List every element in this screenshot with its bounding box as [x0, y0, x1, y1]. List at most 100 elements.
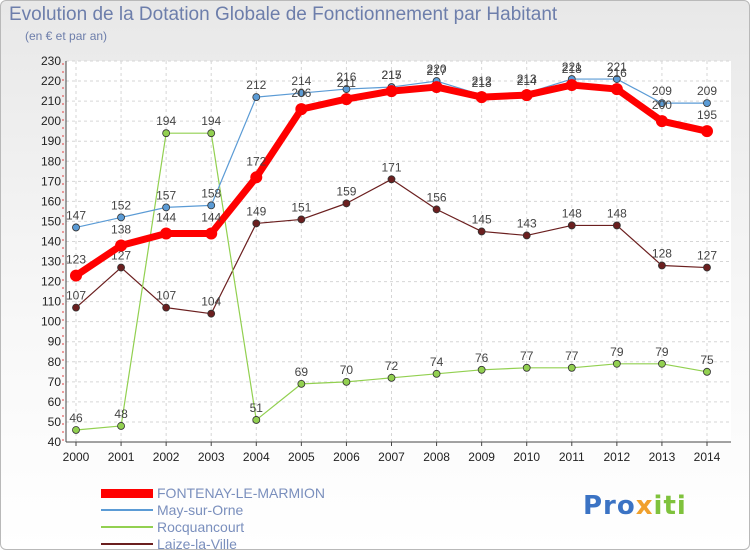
point-may-sur-orne-2002: [162, 203, 171, 212]
point-laize-la-ville-2007: [387, 175, 396, 184]
point-rocquancourt-2006: [342, 377, 351, 386]
point-rocquancourt-2009: [477, 365, 486, 374]
data-label-laize-la-ville-2004: 149: [246, 204, 266, 218]
data-label-may-sur-orne-2003: 158: [201, 186, 221, 200]
y-tick-label-170: 170: [41, 174, 61, 188]
legend-swatch-rocquancourt: [101, 526, 153, 528]
data-label-fontenay-le-marmion-2005: 206: [291, 86, 311, 100]
data-label-rocquancourt-2014: 75: [700, 353, 714, 367]
logo-part-3: iti: [653, 491, 687, 521]
point-fontenay-le-marmion-2003: [205, 227, 218, 240]
data-label-may-sur-orne-2014: 209: [697, 84, 717, 98]
data-label-fontenay-le-marmion-2003: 144: [201, 210, 221, 224]
data-label-laize-la-ville-2008: 156: [427, 190, 447, 204]
point-fontenay-le-marmion-2000: [70, 269, 82, 282]
legend-swatch-laize-la-ville: [101, 543, 153, 545]
y-tick-label-90: 90: [48, 335, 62, 349]
point-may-sur-orne-2006: [342, 85, 351, 93]
proxiti-logo: Proxiti: [583, 491, 687, 521]
point-fontenay-le-marmion-2013: [655, 115, 668, 128]
data-label-fontenay-le-marmion-2004: 172: [246, 154, 266, 168]
point-may-sur-orne-2004: [252, 93, 261, 101]
x-tick-label-2014: 2014: [694, 450, 721, 464]
point-rocquancourt-2004: [252, 416, 261, 424]
data-label-rocquancourt-2008: 74: [430, 355, 444, 369]
x-tick-label-2012: 2012: [604, 450, 631, 464]
y-tick-label-200: 200: [41, 114, 61, 128]
point-laize-la-ville-2014: [703, 263, 711, 272]
point-may-sur-orne-2003: [207, 201, 216, 210]
legend-label-fontenay-le-marmion: FONTENAY-LE-MARMION: [157, 485, 326, 501]
point-fontenay-le-marmion-2012: [610, 83, 623, 96]
data-label-rocquancourt-2012: 79: [610, 345, 624, 359]
point-may-sur-orne-2001: [117, 213, 125, 222]
data-label-rocquancourt-2009: 76: [475, 351, 489, 365]
data-label-fontenay-le-marmion-2013: 200: [652, 98, 672, 112]
x-tick-label-2009: 2009: [468, 450, 495, 464]
y-tick-label-100: 100: [41, 315, 61, 329]
data-label-fontenay-le-marmion-2008: 217: [427, 64, 447, 78]
data-label-laize-la-ville-2000: 107: [66, 289, 86, 303]
point-fontenay-le-marmion-2007: [385, 85, 398, 98]
y-tick-label-160: 160: [41, 194, 61, 208]
point-rocquancourt-2013: [658, 359, 666, 368]
y-tick-label-130: 130: [41, 255, 61, 269]
data-label-may-sur-orne-2011: 221: [562, 60, 582, 74]
chart-subtitle: (en € et par an): [25, 29, 108, 43]
legend-swatch-may-sur-orne: [101, 509, 153, 511]
y-tick-label-50: 50: [48, 415, 62, 429]
point-may-sur-orne-2000: [72, 223, 80, 232]
point-fontenay-le-marmion-2011: [565, 79, 578, 92]
point-fontenay-le-marmion-2006: [340, 93, 353, 106]
y-tick-label-40: 40: [48, 435, 62, 449]
x-tick-label-2011: 2011: [559, 450, 585, 464]
point-rocquancourt-2007: [387, 373, 396, 382]
y-tick-label-210: 210: [41, 94, 61, 108]
x-tick-label-2008: 2008: [423, 450, 450, 464]
x-tick-label-2003: 2003: [198, 450, 225, 464]
point-laize-la-ville-2006: [342, 199, 351, 208]
data-label-laize-la-ville-2010: 143: [517, 216, 537, 230]
data-label-may-sur-orne-2009: 213: [472, 76, 492, 90]
y-tick-label-150: 150: [41, 214, 61, 228]
point-may-sur-orne-2012: [612, 75, 621, 83]
data-label-rocquancourt-2005: 69: [295, 365, 309, 379]
point-laize-la-ville-2003: [207, 309, 216, 318]
point-laize-la-ville-2005: [297, 215, 306, 224]
point-laize-la-ville-2001: [117, 263, 125, 272]
data-label-fontenay-le-marmion-2000: 123: [66, 253, 86, 267]
point-fontenay-le-marmion-2002: [160, 227, 173, 240]
data-label-may-sur-orne-2013: 209: [652, 84, 672, 98]
point-may-sur-orne-2014: [703, 99, 711, 108]
data-label-laize-la-ville-2009: 145: [472, 212, 492, 226]
data-label-rocquancourt-2013: 79: [655, 345, 669, 359]
y-tick-label-70: 70: [48, 375, 62, 389]
data-label-fontenay-le-marmion-2009: 212: [472, 74, 492, 88]
point-laize-la-ville-2009: [477, 227, 486, 236]
data-label-laize-la-ville-2002: 107: [156, 289, 176, 303]
legend-swatch-fontenay-le-marmion: [101, 489, 153, 498]
y-tick-label-190: 190: [41, 134, 61, 148]
x-tick-label-2002: 2002: [153, 450, 180, 464]
point-laize-la-ville-2008: [432, 205, 441, 214]
y-tick-label-140: 140: [41, 234, 61, 248]
legend-label-may-sur-orne: May-sur-Orne: [157, 502, 244, 518]
y-tick-label-60: 60: [48, 395, 62, 409]
point-laize-la-ville-2002: [162, 303, 171, 312]
data-label-fontenay-le-marmion-2007: 215: [381, 68, 401, 82]
x-tick-label-2010: 2010: [513, 450, 540, 464]
data-label-fontenay-le-marmion-2001: 138: [111, 222, 131, 236]
data-label-may-sur-orne-2012: 221: [607, 60, 627, 74]
point-laize-la-ville-2011: [567, 221, 576, 230]
point-rocquancourt-2010: [522, 363, 531, 372]
y-tick-label-80: 80: [48, 355, 62, 369]
point-rocquancourt-2000: [72, 426, 80, 434]
data-label-rocquancourt-2000: 46: [69, 411, 83, 425]
data-label-fontenay-le-marmion-2014: 195: [697, 108, 717, 122]
data-label-rocquancourt-2011: 77: [565, 349, 579, 363]
point-laize-la-ville-2004: [252, 219, 261, 228]
data-label-rocquancourt-2001: 48: [114, 407, 128, 421]
y-tick-label-180: 180: [41, 154, 61, 168]
